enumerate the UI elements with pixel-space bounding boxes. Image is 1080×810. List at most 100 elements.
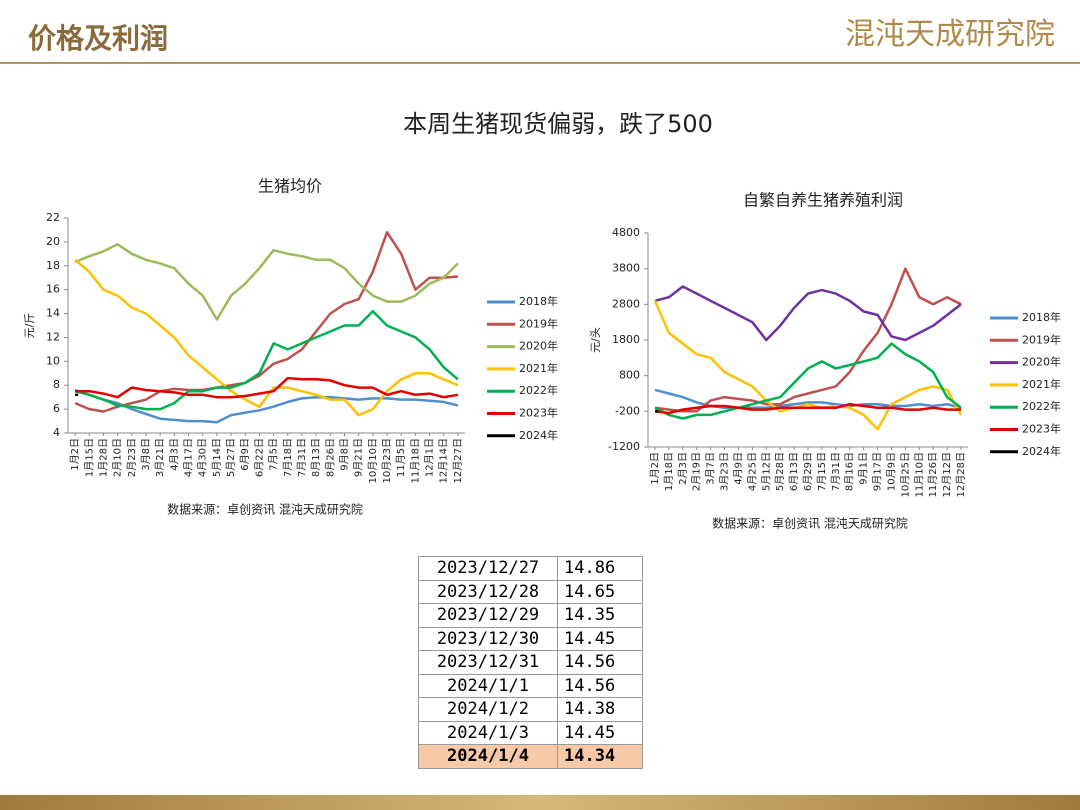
legend-label: 2020年	[519, 339, 558, 353]
table-row: 2023/12/29 14.35	[418, 603, 643, 628]
x-tick-label: 12月12日	[941, 452, 953, 497]
x-tick-label: 4月30日	[197, 438, 209, 477]
x-tick-label: 5月12日	[760, 452, 772, 491]
series-line	[654, 342, 962, 420]
source-note: 数据来源：卓创资讯 混沌天成研究院	[167, 502, 363, 517]
y-tick-label: -200	[615, 404, 640, 417]
legend-label: 2023年	[519, 406, 558, 420]
x-tick-label: 12月1日	[424, 438, 436, 477]
x-tick-label: 1月15日	[83, 438, 95, 477]
y-tick-label: 18	[46, 259, 60, 272]
x-tick-label: 7月5日	[268, 438, 280, 471]
x-tick-label: 1月28日	[97, 438, 109, 477]
x-tick-label: 1月18日	[663, 452, 675, 491]
series-line	[74, 231, 459, 413]
date-cell: 2024/1/3	[418, 720, 558, 745]
series-line	[654, 267, 962, 413]
table-row: 2024/1/4 14.34	[418, 744, 643, 769]
legend-label: 2019年	[1022, 332, 1061, 346]
series-line	[74, 309, 459, 411]
y-tick-label: 16	[46, 283, 60, 296]
x-tick-label: 11月26日	[927, 452, 939, 497]
x-tick-label: 7月31日	[830, 452, 842, 491]
y-tick-label: 4	[53, 426, 60, 439]
price-cell: 14.56	[557, 673, 643, 698]
series-line	[654, 402, 961, 415]
date-cell: 2023/12/28	[418, 579, 558, 604]
table-row: 2024/1/2 14.38	[418, 697, 643, 722]
x-tick-label: 1月2日	[649, 452, 661, 485]
x-tick-label: 2月3日	[677, 452, 689, 485]
y-tick-label: 14	[46, 307, 60, 320]
price-cell: 14.38	[557, 697, 643, 722]
legend-label: 2018年	[519, 294, 558, 308]
series-line	[74, 243, 459, 321]
x-tick-label: 11月10日	[913, 452, 925, 497]
legend-label: 2024年	[1022, 444, 1061, 458]
x-tick-label: 2月10日	[112, 438, 124, 477]
date-cell: 2023/12/29	[418, 603, 558, 628]
x-tick-label: 7月31日	[296, 438, 308, 477]
x-tick-label: 5月28日	[774, 452, 786, 491]
legend-label: 2021年	[519, 361, 558, 375]
price-cell: 14.86	[557, 556, 643, 581]
x-tick-label: 12月14日	[438, 438, 450, 483]
x-tick-label: 2月23日	[126, 438, 138, 477]
y-tick-label: 1800	[612, 333, 640, 346]
x-tick-label: 3月7日	[705, 452, 717, 485]
price-cell: 14.56	[557, 650, 643, 675]
price-cell: 14.45	[557, 720, 643, 745]
y-tick-label: -1200	[608, 440, 640, 453]
date-cell: 2024/1/4	[418, 744, 558, 769]
date-cell: 2023/12/30	[418, 626, 558, 651]
x-tick-label: 11月5日	[395, 438, 407, 477]
x-tick-label: 5月27日	[225, 438, 237, 477]
logo: 混沌天成研究院	[845, 17, 1055, 52]
x-tick-label: 8月16日	[844, 452, 856, 491]
y-tick-label: 10	[46, 354, 60, 367]
y-tick-label: 22	[46, 211, 60, 224]
x-tick-label: 12月27日	[452, 438, 464, 483]
x-tick-label: 10月25日	[899, 452, 911, 497]
date-cell: 2023/12/27	[418, 556, 558, 581]
y-tick-label: 6	[53, 402, 60, 415]
price-cell: 14.35	[557, 603, 643, 628]
y-tick-label: 20	[46, 235, 60, 248]
x-tick-label: 6月29日	[802, 452, 814, 491]
table-row: 2024/1/3 14.45	[418, 720, 643, 745]
series-line	[75, 376, 459, 399]
x-tick-label: 4月25日	[746, 452, 758, 491]
legend-label: 2019年	[519, 316, 558, 330]
price-cell: 14.34	[557, 744, 643, 769]
series-line	[653, 300, 963, 431]
x-tick-label: 9月21日	[353, 438, 365, 477]
legend-label: 2022年	[519, 383, 558, 397]
x-tick-label: 7月15日	[816, 452, 828, 491]
table-row: 2023/12/27 14.86	[418, 556, 643, 581]
x-tick-label: 2月19日	[691, 452, 703, 491]
legend-label: 2018年	[1022, 310, 1061, 324]
x-tick-label: 7月18日	[282, 438, 294, 477]
table-row: 2024/1/1 14.56	[418, 673, 643, 698]
x-tick-label: 3月23日	[719, 452, 731, 491]
date-cell: 2024/1/2	[418, 697, 558, 722]
legend-label: 2020年	[1022, 355, 1061, 369]
x-tick-label: 8月13日	[310, 438, 322, 477]
table-row: 2023/12/28 14.65	[418, 579, 643, 604]
table-row: 2023/12/30 14.45	[418, 626, 643, 651]
x-tick-label: 9月17日	[872, 452, 884, 491]
x-tick-label: 3月8日	[140, 438, 152, 471]
x-tick-label: 12月28日	[955, 452, 967, 497]
legend-label: 2022年	[1022, 399, 1061, 413]
source-note: 数据来源：卓创资讯 混沌天成研究院	[712, 516, 908, 531]
y-axis-label: 元/头	[589, 327, 602, 353]
price-table: 2023/12/27 14.86 2023/12/28 14.65 2023/12/29…	[418, 556, 643, 769]
chart-title: 生猪均价	[258, 177, 322, 196]
x-tick-label: 8月26日	[324, 438, 336, 477]
x-tick-label: 3月21日	[154, 438, 166, 477]
x-tick-label: 4月9日	[732, 452, 744, 485]
x-tick-label: 4月17日	[183, 438, 195, 477]
footer-bar	[0, 795, 1080, 810]
